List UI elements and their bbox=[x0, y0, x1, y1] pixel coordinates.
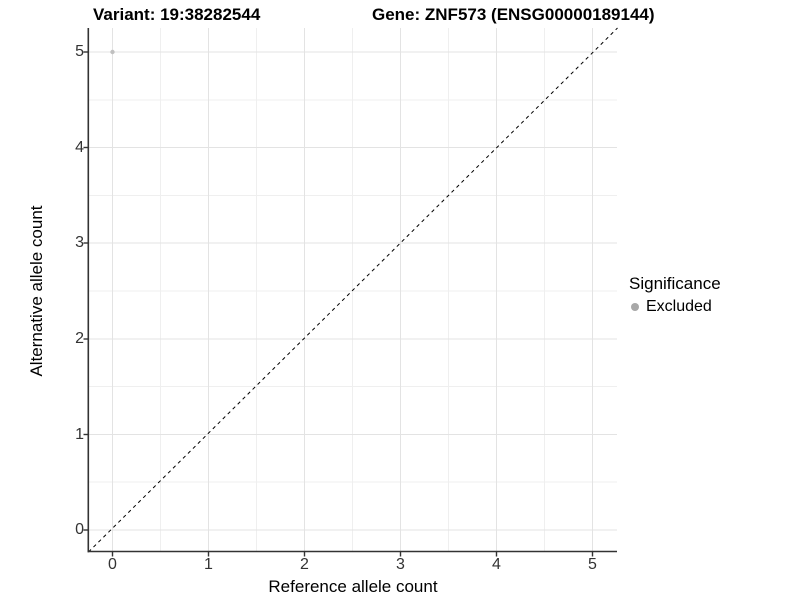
legend-item-excluded: Excluded bbox=[628, 298, 721, 316]
x-tick-label: 0 bbox=[108, 556, 117, 573]
y-tick-label: 1 bbox=[75, 425, 84, 443]
data-point bbox=[110, 49, 115, 55]
x-axis-title: Reference allele count bbox=[268, 577, 438, 596]
x-tick-marks bbox=[111, 552, 594, 557]
y-tick-label: 2 bbox=[75, 330, 84, 347]
data-points-layer bbox=[110, 49, 115, 55]
legend: Significance Excluded bbox=[628, 274, 721, 316]
identity-line bbox=[88, 27, 618, 553]
x-tick-label: 5 bbox=[588, 556, 597, 573]
x-tick-label: 3 bbox=[396, 556, 405, 573]
excluded-point-icon bbox=[631, 303, 639, 311]
minor-gridlines bbox=[89, 28, 617, 551]
legend-item-label: Excluded bbox=[646, 298, 712, 315]
plot-title-variant: Variant: 19:38282544 bbox=[93, 5, 261, 24]
y-tick-marks bbox=[83, 51, 88, 531]
legend-title: Significance bbox=[629, 274, 721, 293]
x-tick-label: 4 bbox=[492, 556, 501, 573]
axis-lines bbox=[87, 28, 617, 553]
y-tick-label: 0 bbox=[75, 521, 84, 538]
x-tick-label: 1 bbox=[204, 556, 213, 573]
y-tick-label: 4 bbox=[75, 138, 84, 156]
x-tick-label: 2 bbox=[300, 556, 309, 573]
plot-title-gene: Gene: ZNF573 (ENSG00000189144) bbox=[372, 5, 655, 24]
major-gridlines bbox=[89, 28, 617, 551]
y-tick-label: 5 bbox=[75, 43, 84, 60]
y-tick-label: 3 bbox=[75, 234, 84, 251]
y-axis-title: Alternative allele count bbox=[27, 205, 46, 377]
